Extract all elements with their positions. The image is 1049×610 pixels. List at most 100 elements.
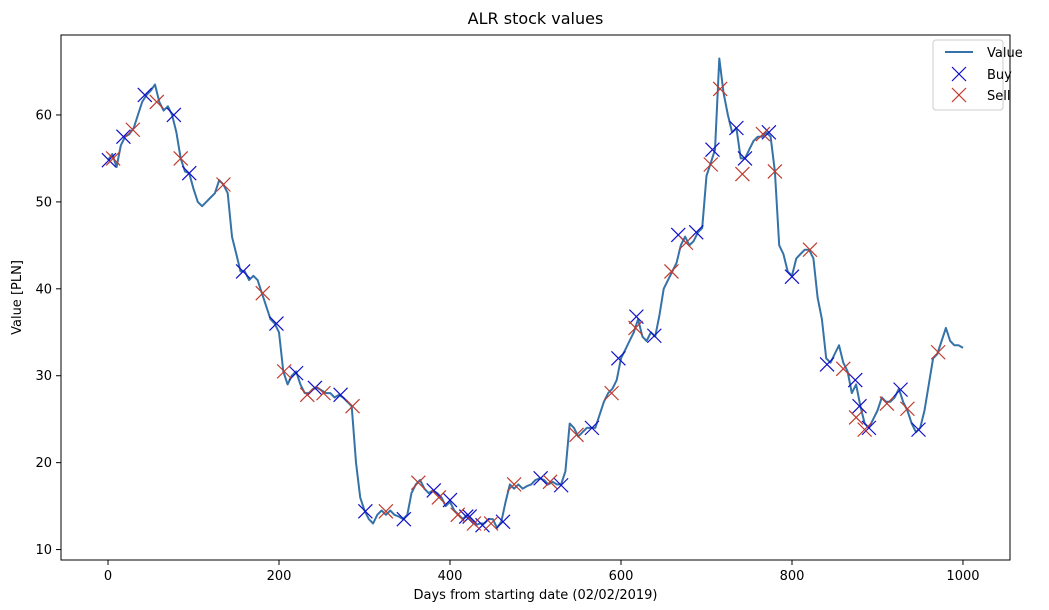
buy-marker bbox=[181, 165, 197, 181]
marker-stroke bbox=[357, 503, 373, 519]
marker-stroke bbox=[316, 385, 331, 401]
buy-marker bbox=[462, 509, 478, 524]
marker-stroke bbox=[848, 410, 864, 425]
buy-marker bbox=[101, 152, 117, 168]
sell-marker bbox=[678, 235, 694, 251]
marker-stroke bbox=[255, 285, 271, 301]
buy-marker bbox=[115, 129, 131, 145]
sell-marker bbox=[466, 516, 482, 531]
buy-marker bbox=[137, 87, 153, 103]
marker-stroke bbox=[483, 516, 499, 531]
marker-stroke bbox=[450, 507, 466, 523]
buy-marker bbox=[737, 151, 753, 166]
marker-stroke bbox=[670, 227, 686, 243]
marker-stroke bbox=[712, 81, 728, 97]
marker-stroke bbox=[137, 87, 153, 103]
marker-stroke bbox=[604, 385, 620, 401]
legend-buy-marker bbox=[951, 66, 967, 82]
x-tick-label: 200 bbox=[267, 569, 292, 584]
marker-stroke bbox=[728, 120, 744, 136]
y-axis: 10 20 30 40 50 60 bbox=[35, 108, 61, 558]
sell-marker bbox=[316, 385, 331, 401]
marker-stroke bbox=[857, 422, 873, 438]
buy-marker bbox=[761, 124, 777, 140]
buy-marker bbox=[288, 365, 304, 381]
buy-marker bbox=[911, 422, 926, 438]
buy-marker bbox=[553, 477, 569, 493]
marker-stroke bbox=[861, 420, 877, 436]
chart-title: ALR stock values bbox=[468, 9, 604, 28]
sell-marker bbox=[767, 164, 783, 179]
sell-marker bbox=[149, 94, 165, 110]
sell-marker bbox=[857, 422, 873, 438]
sell-marker bbox=[802, 242, 818, 258]
marker-stroke bbox=[835, 361, 851, 377]
legend-sell-swatch bbox=[951, 87, 967, 103]
sell-marker bbox=[930, 344, 946, 360]
y-tick-label: 50 bbox=[35, 195, 52, 210]
sell-marker bbox=[604, 385, 620, 401]
marker-stroke bbox=[611, 350, 626, 366]
sell-marker bbox=[299, 387, 315, 403]
marker-stroke bbox=[276, 363, 292, 379]
buy-marker bbox=[728, 120, 744, 136]
marker-stroke bbox=[378, 503, 394, 519]
legend-label-value: Value bbox=[987, 46, 1023, 61]
buy-marker bbox=[396, 511, 412, 527]
sell-marker bbox=[734, 166, 750, 182]
marker-stroke bbox=[553, 477, 569, 493]
buy-marker bbox=[893, 382, 908, 398]
x-axis: 0 200 400 600 800 1000 bbox=[104, 560, 980, 584]
marker-stroke bbox=[911, 422, 926, 438]
x-tick-label: 600 bbox=[609, 569, 634, 584]
marker-stroke bbox=[506, 476, 522, 492]
marker-stroke bbox=[269, 316, 284, 332]
marker-stroke bbox=[664, 263, 679, 279]
marker-stroke bbox=[426, 483, 442, 498]
marker-stroke bbox=[784, 269, 800, 285]
marker-stroke bbox=[893, 382, 908, 398]
marker-stroke bbox=[495, 514, 511, 530]
sell-marker bbox=[703, 157, 719, 172]
marker-stroke bbox=[584, 420, 600, 436]
marker-stroke bbox=[819, 357, 835, 372]
marker-stroke bbox=[734, 166, 750, 182]
series-line-value bbox=[107, 57, 964, 529]
buy-marker bbox=[819, 357, 835, 372]
buy-marker bbox=[861, 420, 877, 436]
marker-stroke bbox=[703, 157, 719, 172]
sell-marker bbox=[276, 363, 292, 379]
sell-marker bbox=[105, 151, 121, 166]
legend-buy-swatch bbox=[951, 66, 967, 82]
buy-marker bbox=[166, 107, 182, 123]
marker-stroke bbox=[646, 328, 662, 344]
marker-stroke bbox=[737, 151, 753, 166]
sell-marker bbox=[506, 476, 522, 492]
buy-marker bbox=[646, 328, 662, 344]
buy-marker bbox=[426, 483, 442, 498]
marker-stroke bbox=[101, 152, 117, 168]
marker-stroke bbox=[475, 517, 490, 533]
marker-stroke bbox=[628, 320, 643, 336]
marker-stroke bbox=[533, 470, 549, 486]
x-tick-label: 1000 bbox=[946, 569, 979, 584]
marker-stroke bbox=[767, 164, 783, 179]
buy-marker bbox=[495, 514, 511, 530]
marker-stroke bbox=[462, 509, 478, 524]
marker-stroke bbox=[879, 396, 895, 411]
x-tick-label: 400 bbox=[438, 569, 463, 584]
buy-marker bbox=[628, 309, 644, 325]
marker-stroke bbox=[802, 242, 818, 258]
marker-stroke bbox=[410, 475, 426, 491]
marker-stroke bbox=[149, 94, 165, 110]
sell-marker bbox=[542, 474, 558, 490]
legend-label-sell: Sell bbox=[987, 89, 1010, 104]
sell-marker bbox=[483, 516, 499, 531]
marker-stroke bbox=[458, 509, 474, 524]
y-axis-label: Value [PLN] bbox=[10, 260, 25, 335]
sell-marker bbox=[848, 410, 864, 425]
buy-marker bbox=[533, 470, 549, 486]
sell-marker bbox=[255, 285, 271, 301]
